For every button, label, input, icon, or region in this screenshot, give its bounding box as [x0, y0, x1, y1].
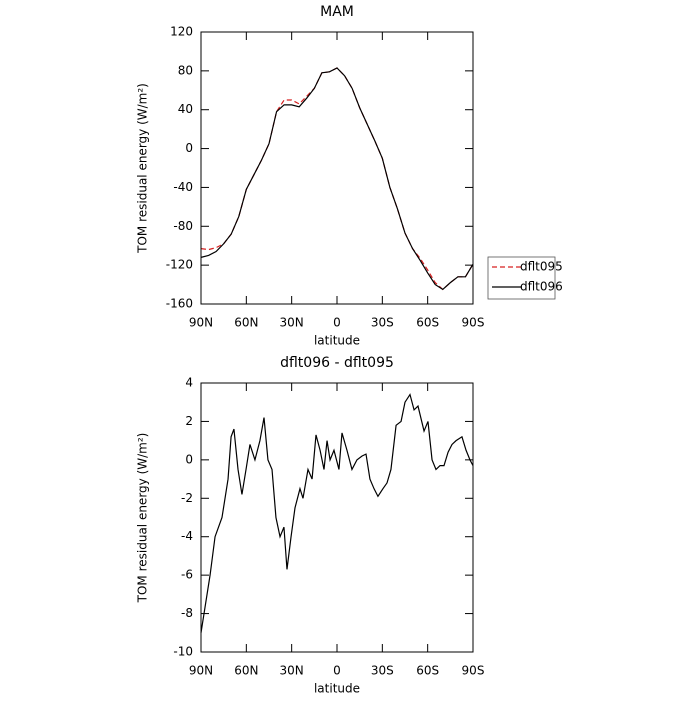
y-tick-label: -6 — [181, 568, 193, 582]
data-line — [200, 67, 474, 291]
chart-title: dflt096 - dflt095 — [280, 355, 394, 371]
y-tick-label: -8 — [181, 606, 193, 620]
legend-label: dflt095 — [520, 260, 563, 274]
x-axis-label: latitude — [314, 334, 360, 348]
y-tick-label: -160 — [166, 297, 193, 311]
y-axis-label: TOM residual energy (W/m²) — [136, 433, 150, 604]
y-tick-label: 40 — [178, 102, 193, 116]
x-tick-label: 30S — [371, 664, 394, 678]
chart-title: MAM — [320, 4, 354, 20]
y-tick-label: -120 — [166, 258, 193, 272]
y-tick-label: -4 — [181, 529, 193, 543]
x-tick-label: 90S — [462, 316, 485, 330]
y-tick-label: -40 — [173, 180, 193, 194]
y-tick-label: -10 — [173, 645, 193, 659]
y-tick-label: -80 — [173, 219, 193, 233]
x-tick-label: 60N — [234, 664, 258, 678]
x-tick-label: 90S — [462, 664, 485, 678]
y-tick-label: -2 — [181, 491, 193, 505]
y-axis-label: TOM residual energy (W/m²) — [136, 83, 150, 254]
x-axis-label: latitude — [314, 682, 360, 696]
y-tick-label: 4 — [185, 376, 193, 390]
x-tick-label: 60S — [416, 316, 439, 330]
y-tick-label: 2 — [185, 414, 193, 428]
x-tick-label: 30N — [280, 664, 304, 678]
legend-box — [487, 256, 556, 300]
x-tick-label: 60N — [234, 316, 258, 330]
y-tick-label: 0 — [185, 452, 193, 466]
x-tick-label: 0 — [333, 664, 341, 678]
y-tick-label: 80 — [178, 63, 193, 77]
x-tick-label: 30N — [280, 316, 304, 330]
plot-frame — [200, 382, 474, 653]
x-tick-label: 0 — [333, 316, 341, 330]
data-line — [200, 393, 474, 633]
y-tick-label: 0 — [185, 141, 193, 155]
x-tick-label: 90N — [189, 316, 213, 330]
x-tick-label: 90N — [189, 664, 213, 678]
y-tick-label: 120 — [170, 25, 193, 39]
plot-frame — [200, 31, 474, 305]
x-tick-label: 30S — [371, 316, 394, 330]
legend-label: dflt096 — [520, 280, 563, 294]
x-tick-label: 60S — [416, 664, 439, 678]
